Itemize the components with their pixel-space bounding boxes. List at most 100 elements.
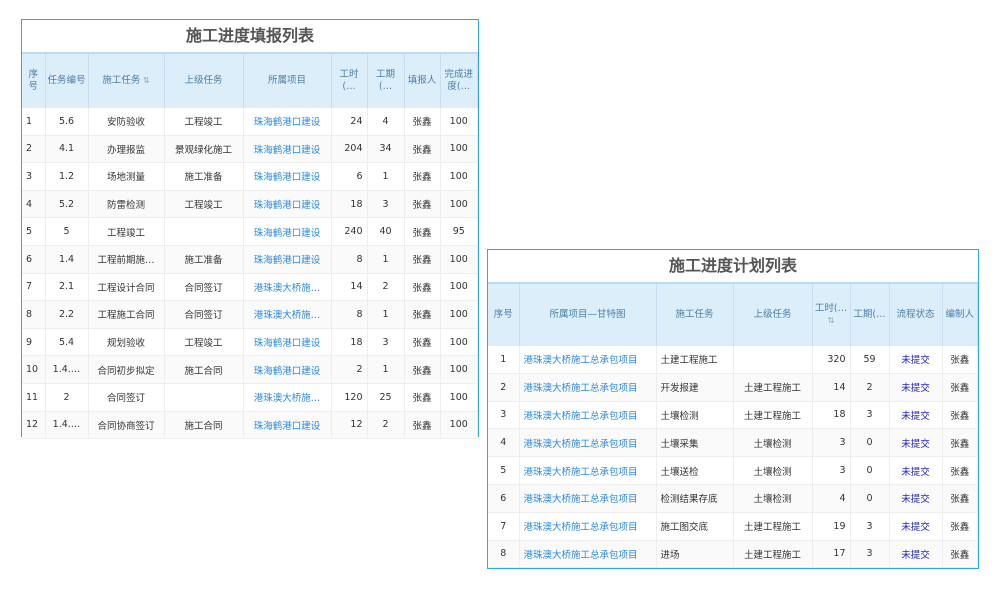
project-link[interactable]: 珠海鹤港口建设 [243, 162, 332, 191]
project-link[interactable]: 港珠澳大桥施… [243, 273, 332, 302]
table-row[interactable]: 8 港珠澳大桥施工总承包项目 进场 土建工程施工 17 3 未提交 张鑫 [488, 540, 978, 569]
row-index: 9 [22, 328, 46, 357]
table-row[interactable]: 3 1.2 场地测量 施工准备 珠海鹤港口建设 6 1 张鑫 100 [22, 162, 478, 191]
table-row[interactable]: 5 港珠澳大桥施工总承包项目 土壤送检 土壤检测 3 0 未提交 张鑫 [488, 456, 978, 485]
column-header[interactable]: 工时(… [331, 54, 368, 108]
task-name: 规划验收 [88, 328, 165, 357]
row-index: 1 [488, 346, 520, 374]
workflow-status[interactable]: 未提交 [889, 512, 943, 541]
task-name: 土壤采集 [656, 428, 734, 458]
table-row[interactable]: 9 5.4 规划验收 工程竣工 珠海鹤港口建设 18 3 张鑫 100 [22, 328, 478, 357]
table-row[interactable]: 5 5 工程竣工 珠海鹤港口建设 240 40 张鑫 95 [22, 217, 478, 246]
column-header[interactable]: 施工任务 [656, 284, 734, 346]
column-header[interactable]: 工时(… ⇅ [812, 284, 851, 346]
workflow-status[interactable]: 未提交 [889, 484, 943, 513]
workflow-status[interactable]: 未提交 [889, 401, 943, 430]
plan-table: 序号 所属项目—甘特图 施工任务 上级任务 工时(… ⇅ 工期(… 流程状态 编制人 1 港珠澳大… [488, 284, 978, 569]
workflow-status[interactable]: 未提交 [889, 456, 943, 485]
task-name: 施工图交底 [656, 512, 734, 541]
column-header[interactable]: 填报人 [404, 54, 441, 108]
project-link[interactable]: 珠海鹤港口建设 [243, 135, 332, 164]
task-name: 土壤送检 [656, 456, 734, 485]
project-link[interactable]: 珠海鹤港口建设 [243, 328, 332, 357]
project-link[interactable]: 珠海鹤港口建设 [243, 108, 332, 136]
table-row[interactable]: 4 港珠澳大桥施工总承包项目 土壤采集 土壤检测 3 0 未提交 张鑫 [488, 428, 978, 458]
column-header-label: 施工任务 [675, 309, 714, 320]
task-name: 土建工程施工 [656, 346, 734, 374]
project-gantt-link[interactable]: 港珠澳大桥施工总承包项目 [519, 401, 657, 430]
workflow-status[interactable]: 未提交 [889, 346, 943, 374]
task-code: 5.4 [45, 328, 89, 357]
table-row[interactable]: 7 港珠澳大桥施工总承包项目 施工图交底 土建工程施工 19 3 未提交 张鑫 [488, 512, 978, 541]
table-row[interactable]: 7 2.1 工程设计合同 合同签订 港珠澳大桥施… 14 2 张鑫 100 [22, 273, 478, 302]
project-link[interactable]: 珠海鹤港口建设 [243, 190, 332, 219]
workflow-status[interactable]: 未提交 [889, 428, 943, 458]
project-gantt-link[interactable]: 港珠澳大桥施工总承包项目 [519, 428, 657, 458]
table-row[interactable]: 2 港珠澳大桥施工总承包项目 开发报建 土建工程施工 14 2 未提交 张鑫 [488, 373, 978, 402]
reporter: 张鑫 [404, 135, 441, 164]
task-code: 1.4.… [45, 355, 89, 384]
reporter: 张鑫 [404, 190, 441, 219]
work-hours: 18 [812, 401, 851, 430]
duration: 25 [367, 383, 405, 412]
column-header[interactable]: 编制人 [942, 284, 978, 346]
column-header[interactable]: 上级任务 [164, 54, 244, 108]
project-link[interactable]: 港珠澳大桥施… [243, 300, 332, 329]
duration: 3 [367, 190, 405, 219]
table-row[interactable]: 2 4.1 办理报监 景观绿化施工 珠海鹤港口建设 204 34 张鑫 100 [22, 135, 478, 164]
row-index: 4 [488, 428, 520, 458]
column-header[interactable]: 序号 [488, 284, 520, 346]
project-gantt-link[interactable]: 港珠澳大桥施工总承包项目 [519, 484, 657, 513]
column-header[interactable]: 施工任务 ⇅ [88, 54, 165, 108]
table-row[interactable]: 3 港珠澳大桥施工总承包项目 土壤检测 土建工程施工 18 3 未提交 张鑫 [488, 401, 978, 430]
column-header[interactable]: 上级任务 [733, 284, 813, 346]
sort-icon[interactable]: ⇅ [827, 316, 835, 325]
project-link[interactable]: 珠海鹤港口建设 [243, 411, 332, 440]
duration: 1 [367, 162, 405, 191]
table-row[interactable]: 1 港珠澳大桥施工总承包项目 土建工程施工 320 59 未提交 张鑫 [488, 346, 978, 374]
table-row[interactable]: 6 港珠澳大桥施工总承包项目 检测结果存底 土壤检测 4 0 未提交 张鑫 [488, 484, 978, 513]
column-header[interactable]: 流程状态 [889, 284, 943, 346]
table-row[interactable]: 11 2 合同签订 港珠澳大桥施… 120 25 张鑫 100 [22, 383, 478, 412]
project-gantt-link[interactable]: 港珠澳大桥施工总承包项目 [519, 456, 657, 485]
project-link[interactable]: 珠海鹤港口建设 [243, 245, 332, 274]
sort-icon[interactable]: ⇅ [140, 76, 150, 85]
table-row[interactable]: 8 2.2 工程施工合同 合同签订 港珠澳大桥施… 8 1 张鑫 100 [22, 300, 478, 329]
row-index: 7 [488, 512, 520, 541]
work-hours: 6 [331, 162, 368, 191]
project-gantt-link[interactable]: 港珠澳大桥施工总承包项目 [519, 512, 657, 541]
column-header[interactable]: 完成进度(… [440, 54, 478, 108]
column-header[interactable]: 序号 [22, 54, 46, 108]
work-hours: 18 [331, 190, 368, 219]
table-row[interactable]: 6 1.4 工程前期施… 施工准备 珠海鹤港口建设 8 1 张鑫 100 [22, 245, 478, 274]
parent-task [164, 383, 244, 412]
duration: 0 [850, 456, 890, 485]
column-header[interactable]: 工期(… [367, 54, 405, 108]
column-header[interactable]: 所属项目 [243, 54, 332, 108]
author: 张鑫 [942, 401, 978, 430]
column-header[interactable]: 工期(… [850, 284, 890, 346]
task-code: 2.1 [45, 273, 89, 302]
column-header-label: 上级任务 [753, 309, 792, 320]
task-name: 工程竣工 [88, 217, 165, 246]
project-gantt-link[interactable]: 港珠澳大桥施工总承包项目 [519, 346, 657, 374]
workflow-status[interactable]: 未提交 [889, 373, 943, 402]
table-row[interactable]: 4 5.2 防雷检测 工程竣工 珠海鹤港口建设 18 3 张鑫 100 [22, 190, 478, 219]
project-link[interactable]: 港珠澳大桥施… [243, 383, 332, 412]
work-hours: 3 [812, 456, 851, 485]
reporter: 张鑫 [404, 328, 441, 357]
table-row[interactable]: 1 5.6 安防验收 工程竣工 珠海鹤港口建设 24 4 张鑫 100 [22, 108, 478, 136]
parent-task: 土壤检测 [733, 456, 813, 485]
column-header[interactable]: 所属项目—甘特图 [519, 284, 657, 346]
parent-task: 施工准备 [164, 162, 244, 191]
column-header[interactable]: 任务编号 [45, 54, 89, 108]
project-link[interactable]: 珠海鹤港口建设 [243, 355, 332, 384]
table-row[interactable]: 12 1.4.… 合同协商签订 施工合同 珠海鹤港口建设 12 2 张鑫 100 [22, 411, 478, 440]
work-hours: 320 [812, 346, 851, 374]
row-index: 8 [22, 300, 46, 329]
project-link[interactable]: 珠海鹤港口建设 [243, 217, 332, 246]
workflow-status[interactable]: 未提交 [889, 540, 943, 569]
project-gantt-link[interactable]: 港珠澳大桥施工总承包项目 [519, 540, 657, 569]
project-gantt-link[interactable]: 港珠澳大桥施工总承包项目 [519, 373, 657, 402]
table-row[interactable]: 10 1.4.… 合同初步拟定 施工合同 珠海鹤港口建设 2 1 张鑫 100 [22, 355, 478, 384]
